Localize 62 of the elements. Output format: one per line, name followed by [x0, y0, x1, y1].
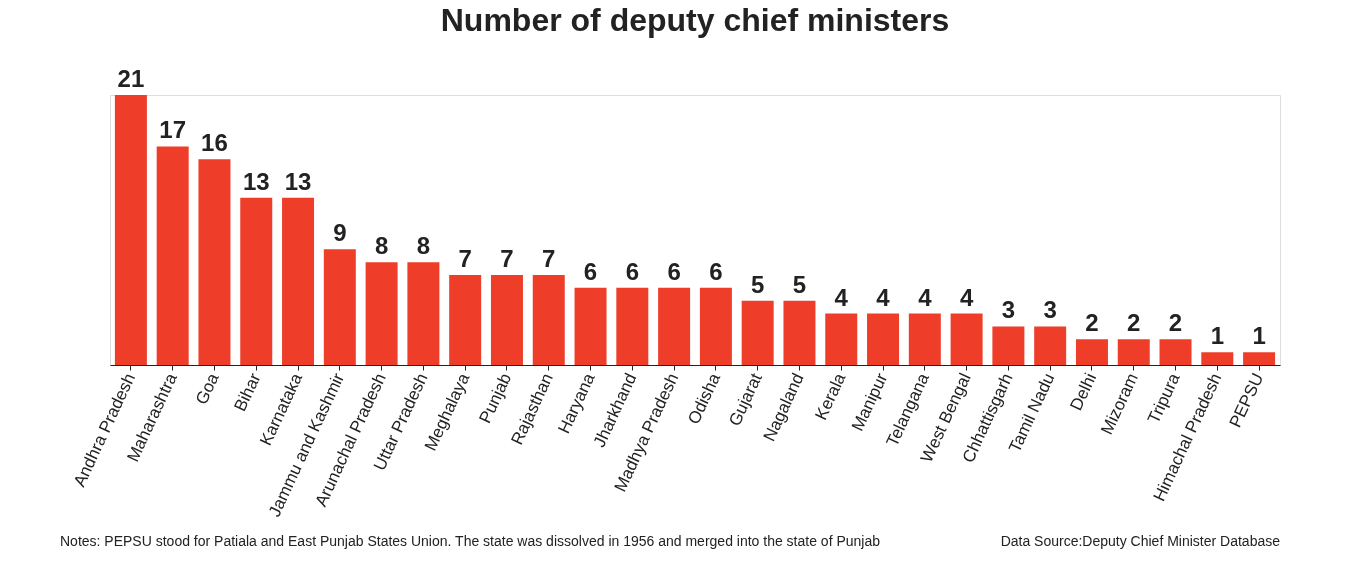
bar [1201, 352, 1234, 365]
data-label: 4 [834, 283, 849, 311]
data-label: 21 [117, 65, 145, 92]
bar [532, 275, 565, 365]
bar [490, 275, 523, 365]
bar [323, 249, 356, 365]
data-label: 4 [959, 283, 974, 311]
data-label: 4 [876, 283, 891, 311]
bar [240, 197, 273, 365]
data-label: 2 [1168, 309, 1183, 337]
data-label: 6 [667, 257, 681, 285]
bar [783, 300, 816, 365]
bar [407, 262, 440, 365]
bar [1159, 339, 1192, 365]
data-label: 9 [333, 219, 347, 247]
data-label: 7 [542, 245, 556, 272]
data-label: 4 [918, 283, 933, 311]
data-label: 13 [242, 167, 270, 195]
data-label: 2 [1127, 309, 1141, 337]
bar [908, 313, 941, 365]
text: Notes: PEPSU stood for Patiala and East Punjab States Union. The state was dissolved in 1956 and merged into the state of Punjab [60, 533, 881, 549]
bar [699, 287, 732, 365]
bar [1034, 326, 1067, 365]
bar [1075, 339, 1108, 365]
data-label: 6 [583, 257, 598, 285]
data-label: 7 [500, 245, 514, 272]
bar [825, 313, 858, 365]
data-label: 3 [1001, 296, 1016, 324]
bar [616, 287, 649, 365]
x-tick-label: Goa [191, 369, 223, 408]
data-label: 5 [751, 270, 765, 298]
bar [198, 159, 231, 365]
data-label: 1 [1252, 322, 1266, 350]
data-label: 1 [1210, 322, 1224, 350]
data-label: 2 [1085, 309, 1099, 337]
bar [1117, 339, 1150, 365]
source-note: Data Source:Deputy Chief Minister Database [1000, 533, 1281, 549]
bar [282, 197, 315, 365]
bar [365, 262, 398, 365]
bar [574, 287, 607, 365]
chart-title: Number of deputy chief ministers [440, 2, 950, 38]
bar [741, 300, 774, 365]
bar [950, 313, 983, 365]
data-label: 17 [159, 116, 187, 144]
data-label: 6 [709, 257, 723, 285]
bar [449, 275, 482, 365]
bar [867, 313, 900, 365]
data-label: 16 [201, 129, 228, 157]
x-tick-label: Delhi [1066, 370, 1101, 414]
data-label: 3 [1043, 296, 1057, 324]
x-tick-label: Bihar [230, 369, 265, 415]
data-label: 13 [284, 167, 312, 195]
data-label: 8 [374, 232, 389, 260]
data-label: 7 [458, 245, 472, 272]
data-label: 8 [416, 232, 431, 260]
data-label: 6 [625, 257, 639, 285]
data-label: 5 [792, 270, 807, 298]
bar [658, 287, 691, 365]
bar [114, 95, 147, 365]
bar [992, 326, 1025, 365]
bar [156, 146, 189, 365]
bar [1243, 352, 1276, 365]
